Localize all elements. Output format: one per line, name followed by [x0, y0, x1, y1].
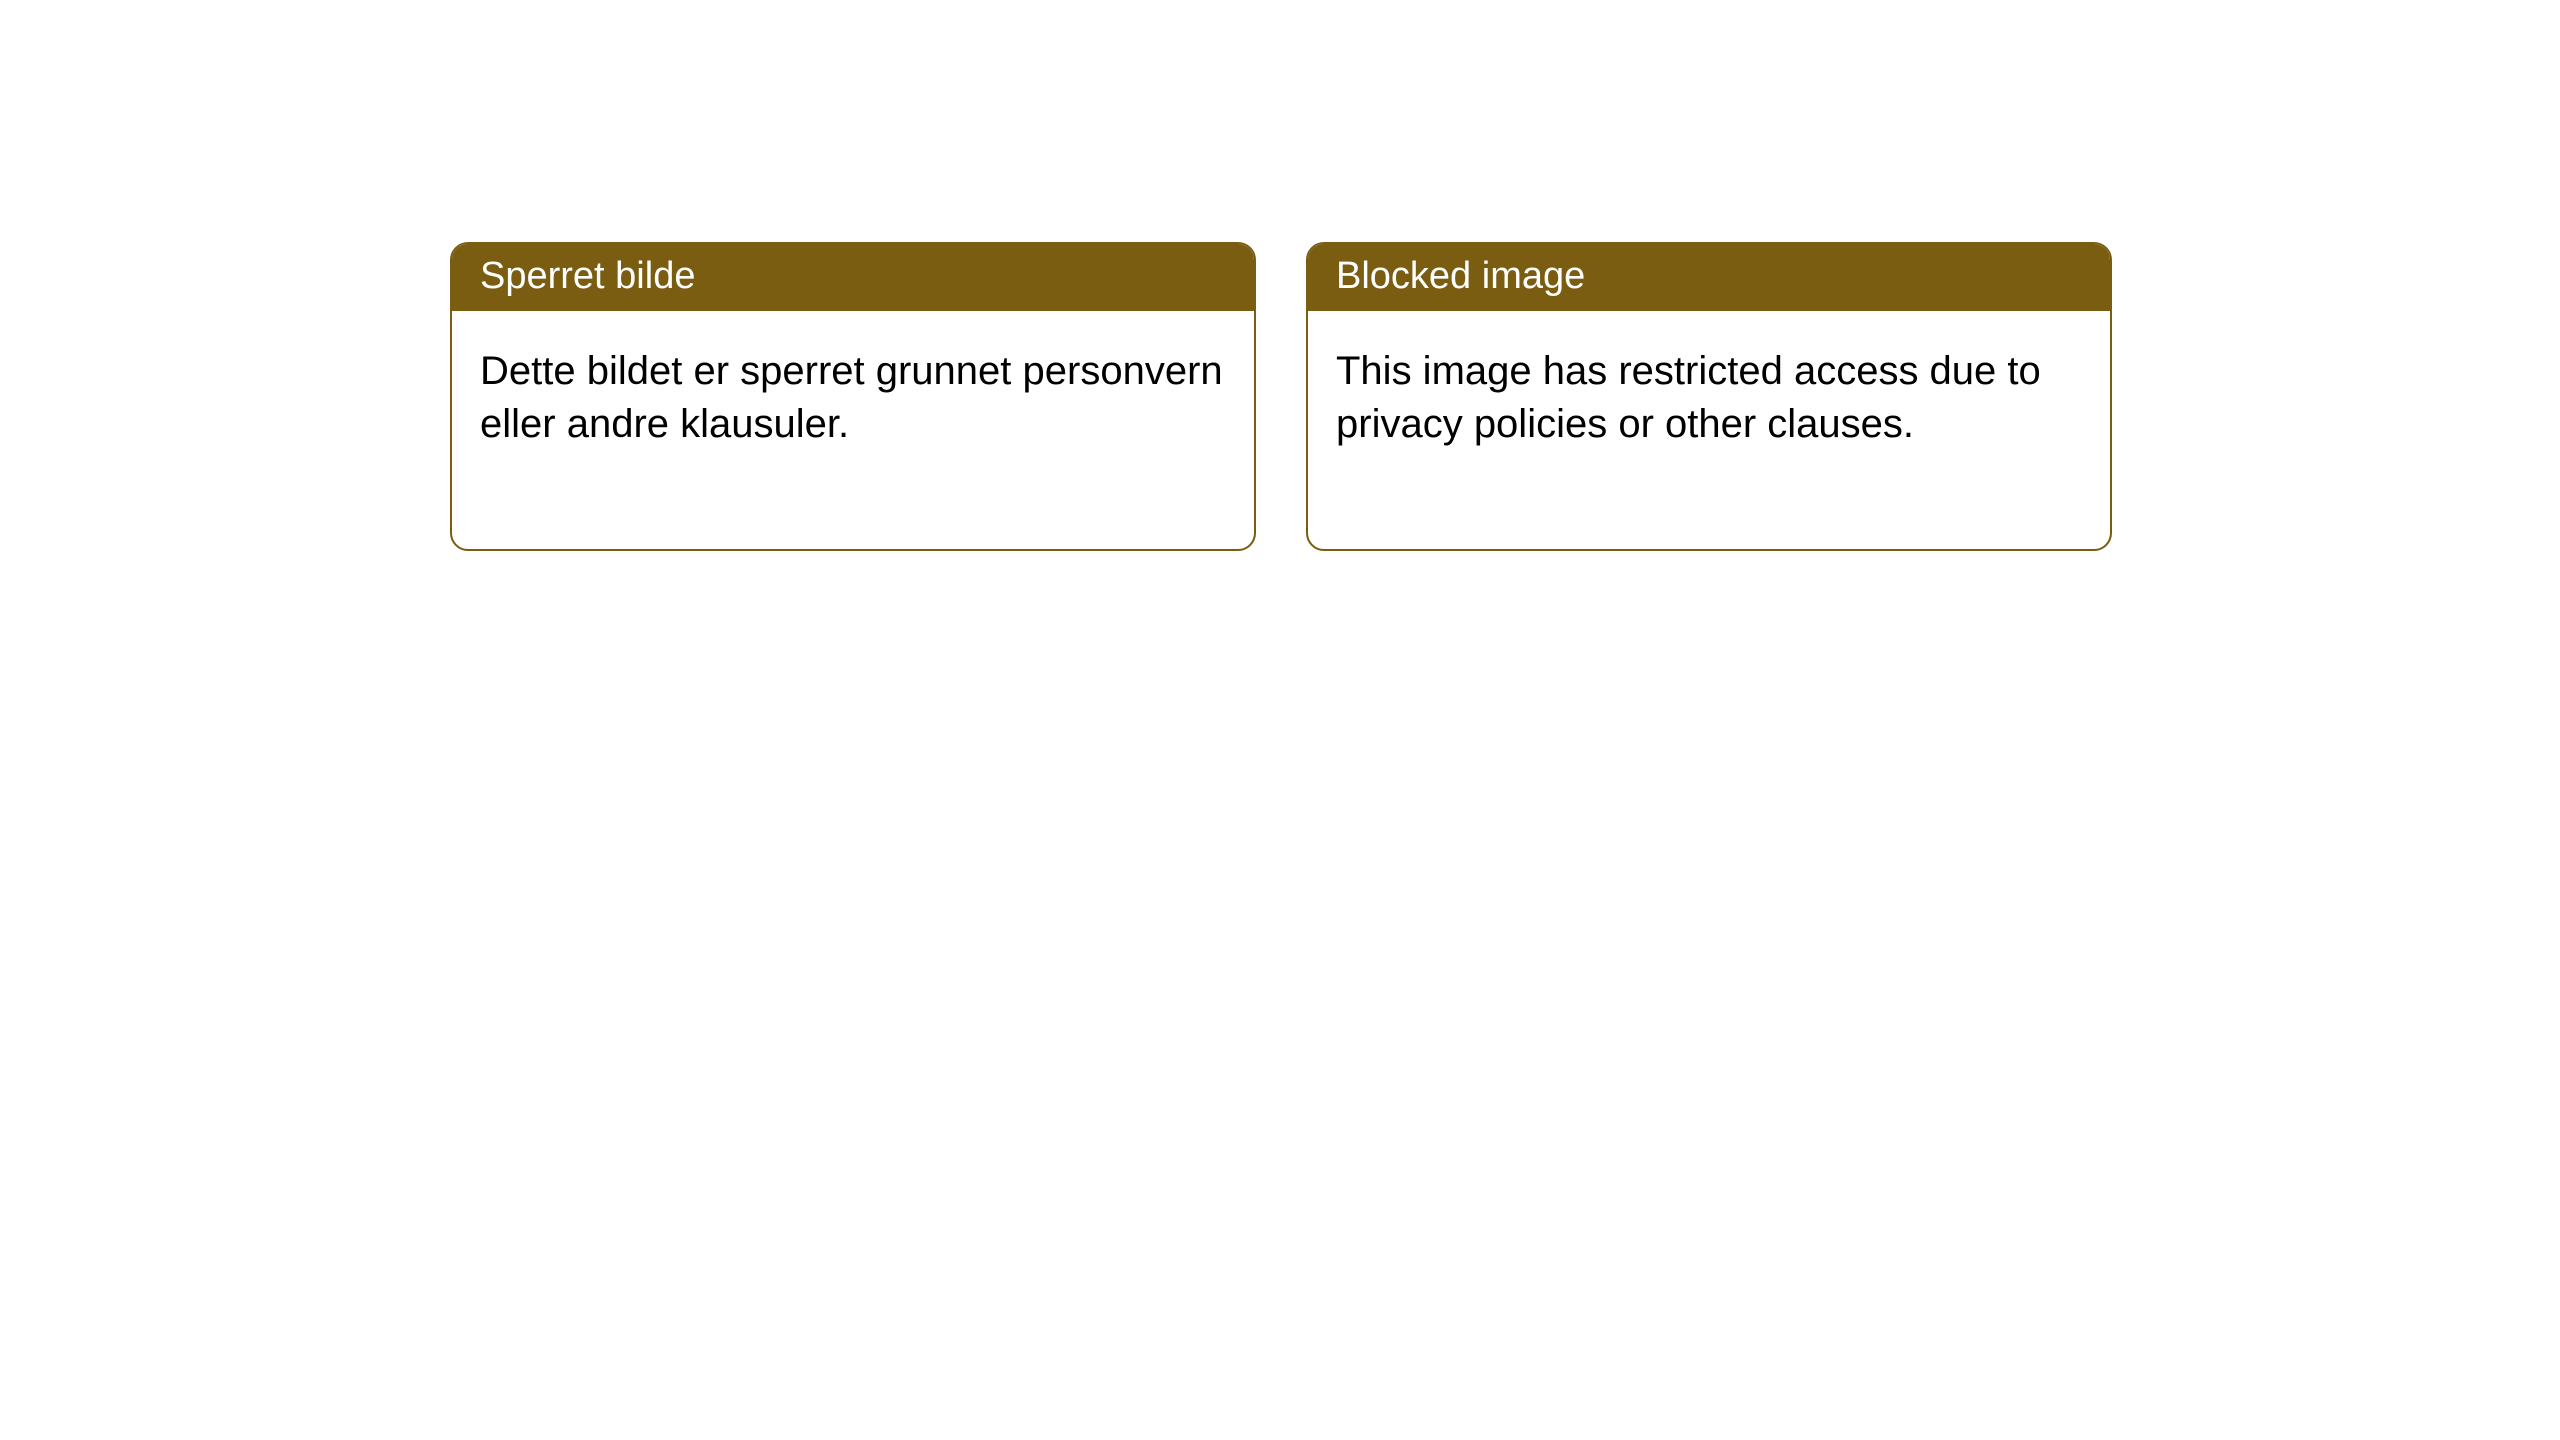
notice-container: Sperret bilde Dette bildet er sperret gr…	[0, 0, 2560, 551]
notice-box-norwegian: Sperret bilde Dette bildet er sperret gr…	[450, 242, 1256, 551]
notice-box-english: Blocked image This image has restricted …	[1306, 242, 2112, 551]
notice-title: Blocked image	[1308, 244, 2110, 311]
notice-body: Dette bildet er sperret grunnet personve…	[452, 311, 1254, 549]
notice-body: This image has restricted access due to …	[1308, 311, 2110, 549]
notice-title: Sperret bilde	[452, 244, 1254, 311]
